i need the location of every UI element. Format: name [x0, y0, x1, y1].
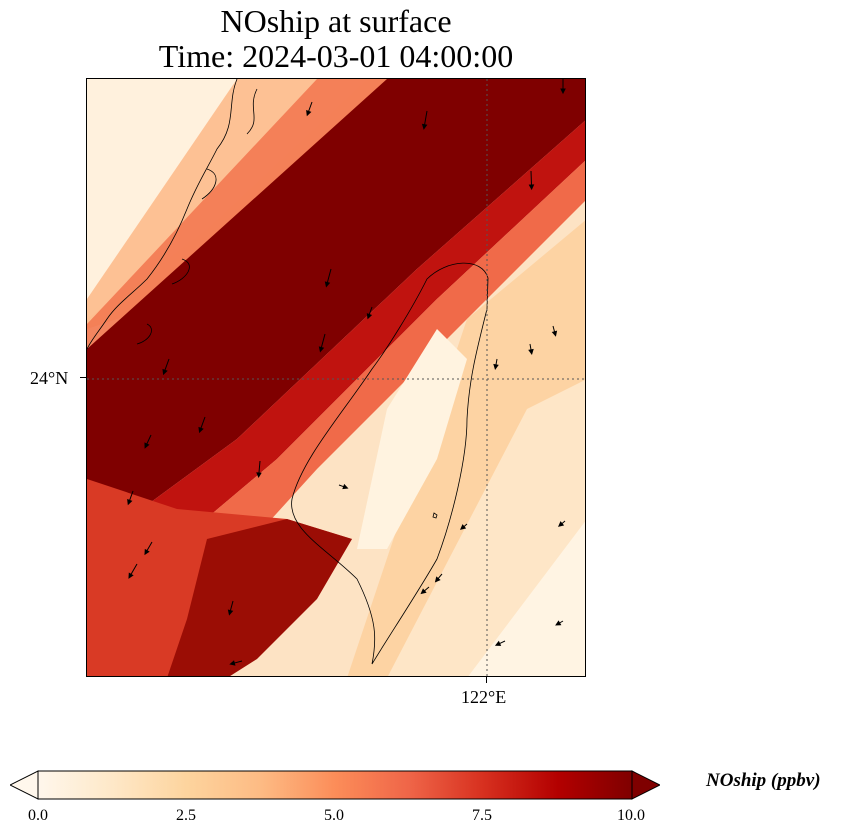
mainland-coastline — [87, 79, 238, 350]
longitude-label: 122°E — [461, 687, 507, 707]
wind-arrow — [318, 333, 326, 353]
coastlines — [87, 79, 489, 665]
wind-arrow — [338, 483, 349, 490]
wind-arrow — [128, 563, 138, 579]
graticule — [87, 79, 585, 676]
coastal-islands — [136, 88, 258, 345]
colorbar-extend-low — [10, 770, 39, 800]
wind-arrow — [256, 460, 262, 479]
latitude-label: 24°N — [30, 368, 69, 388]
wind-arrow — [460, 523, 468, 530]
lon-tick — [486, 677, 487, 683]
map-panel[interactable] — [86, 78, 586, 677]
wind-arrow — [493, 358, 499, 370]
colorbar-tick-label: 2.5 — [176, 807, 196, 824]
wind-arrow — [555, 620, 564, 626]
wind-arrow — [162, 358, 170, 376]
wind-vectors — [127, 79, 566, 666]
colorbar — [10, 770, 660, 800]
wind-arrow — [421, 110, 428, 130]
wind-arrow — [229, 660, 243, 666]
wind-arrow — [306, 101, 313, 117]
wind-arrow — [551, 325, 558, 337]
wind-arrow — [324, 268, 332, 288]
wind-arrow — [528, 170, 535, 191]
wind-arrow — [420, 586, 430, 595]
wind-arrow — [528, 343, 534, 355]
figure-title: NOship at surface Time: 2024-03-01 04:00… — [86, 4, 586, 74]
wind-arrow — [560, 79, 566, 95]
colorbar-tick-label: 0.0 — [28, 807, 48, 824]
colorbar-tick-label: 10.0 — [617, 807, 645, 824]
wind-arrow — [144, 434, 152, 449]
lat-tick — [80, 377, 86, 378]
field-plume-edge — [87, 120, 585, 619]
wind-arrow — [558, 520, 566, 527]
wind-arrow — [227, 600, 234, 616]
colorbar-extend-high — [631, 770, 660, 800]
wind-arrow — [198, 416, 206, 434]
colorbar-tick-label: 7.5 — [472, 807, 492, 824]
wind-arrow — [434, 573, 443, 583]
colorbar-gradient — [37, 770, 633, 800]
field-band-southwest-core — [167, 519, 352, 676]
colorbar-tick-label: 5.0 — [324, 807, 344, 824]
concentration-map — [87, 79, 585, 676]
title-line-variable: NOship at surface — [220, 3, 452, 39]
wind-arrow — [494, 640, 506, 646]
wind-arrow — [366, 306, 373, 320]
islet — [432, 512, 438, 519]
colorbar-label: NOship (ppbv) — [706, 770, 821, 791]
wind-arrow — [127, 490, 134, 506]
island-coastline — [291, 262, 489, 665]
field-plume-core — [87, 79, 585, 549]
field-island-low — [357, 329, 467, 549]
title-line-time: Time: 2024-03-01 04:00:00 — [158, 38, 514, 74]
wind-arrow — [144, 541, 153, 556]
